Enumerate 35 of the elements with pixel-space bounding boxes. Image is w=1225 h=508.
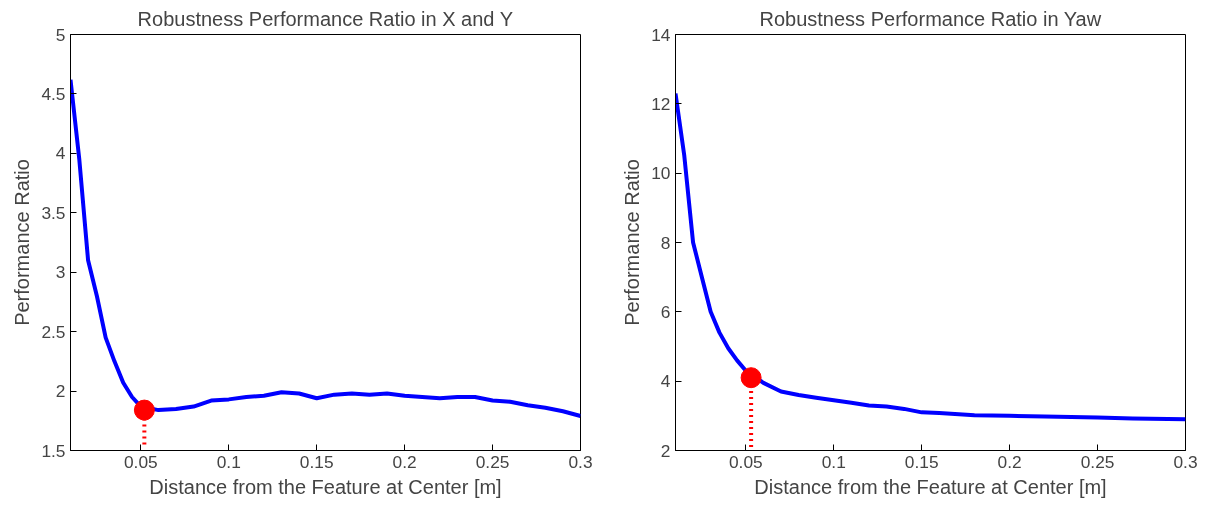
chart-title: Robustness Performance Ratio in Yaw (759, 7, 1102, 30)
y-tick-label: 2 (55, 381, 66, 402)
y-tick-label: 4.5 (41, 83, 66, 104)
x-tick-label: 0.15 (904, 451, 939, 472)
y-tick-label: 6 (660, 301, 671, 322)
x-axis-title: Distance from the Feature at Center [m] (754, 475, 1107, 498)
y-tick-label: 1.5 (41, 440, 66, 461)
y-axis-title: Performance Ratio (621, 159, 644, 326)
chart-title: Robustness Performance Ratio in X and Y (137, 7, 514, 30)
y-tick-label: 4 (55, 143, 66, 164)
x-tick-label: 0.1 (216, 451, 241, 472)
y-tick-label: 8 (660, 232, 671, 253)
x-tick-label: 0.2 (997, 451, 1022, 472)
x-tick-label: 0.05 (728, 451, 763, 472)
y-tick-label: 10 (651, 163, 671, 184)
x-tick-label: 0.15 (299, 451, 334, 472)
y-tick-label: 3.5 (41, 202, 66, 223)
x-axis-title: Distance from the Feature at Center [m] (149, 475, 502, 498)
x-tick-label: 0.05 (123, 451, 158, 472)
y-tick-label: 14 (651, 24, 671, 45)
y-tick-label: 4 (660, 371, 671, 392)
x-tick-label: 0.3 (568, 451, 593, 472)
x-tick-label: 0.25 (475, 451, 510, 472)
y-tick-label: 2 (660, 440, 671, 461)
y-tick-label: 12 (651, 93, 671, 114)
x-tick-label: 0.25 (1080, 451, 1115, 472)
y-tick-label: 5 (55, 24, 66, 45)
y-axis-title: Performance Ratio (11, 159, 34, 326)
x-tick-label: 0.2 (392, 451, 417, 472)
y-tick-label: 3 (55, 262, 66, 283)
y-tick-label: 2.5 (41, 321, 66, 342)
x-tick-label: 0.1 (821, 451, 846, 472)
line-series (675, 91, 1186, 422)
line-series (70, 77, 581, 419)
x-tick-label: 0.3 (1173, 451, 1198, 472)
